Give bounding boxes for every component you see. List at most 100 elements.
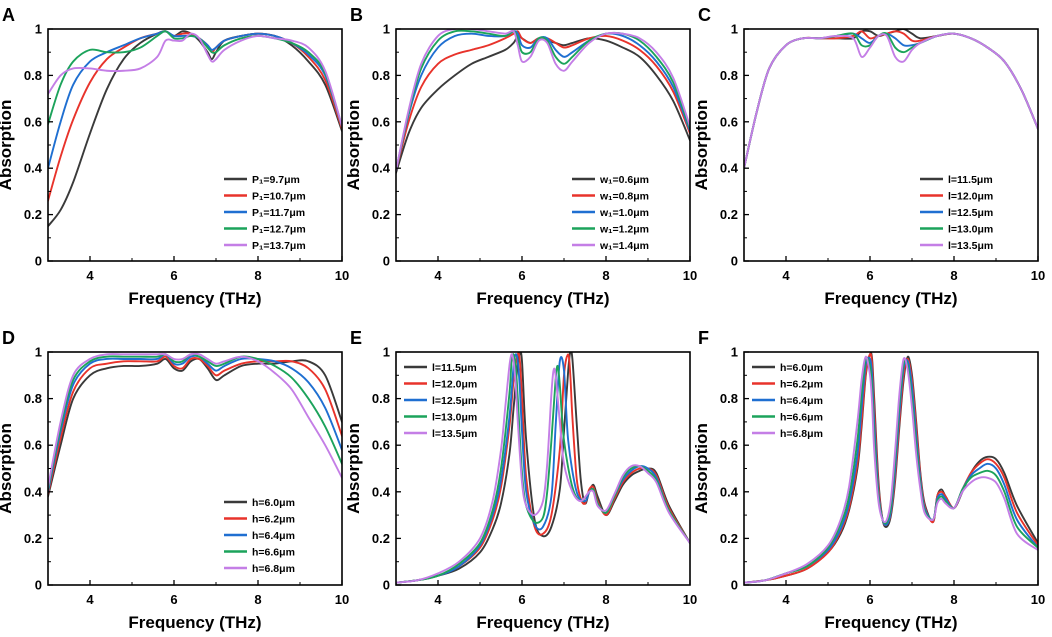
panel-f-legend-label-1: h=6.0μm [780, 362, 823, 374]
panel-e-legend-label-5: l=13.5μm [432, 428, 477, 440]
panel-e-series-line-4 [396, 353, 690, 584]
panel-b-y-tick-5: 1 [383, 22, 390, 37]
panel-f-x-axis-title: Frequency (THz) [824, 613, 957, 632]
panel-f-y-tick-2: 0.4 [720, 484, 739, 499]
panel-a-x-tick-8: 8 [254, 268, 261, 283]
panel-c-x-axis-title: Frequency (THz) [824, 289, 957, 308]
panel-b-legend-label-2: w₁=0.8μm [599, 190, 649, 202]
panel-f-series-line-3 [744, 356, 1038, 584]
panel-a-series [48, 30, 342, 228]
panel-b-series-line-3 [396, 30, 690, 172]
panel-c-legend-label-2: l=12.0μm [948, 190, 993, 202]
panel-f-legend-label-2: h=6.2μm [780, 378, 823, 390]
panel-a-y-axis-title: Absorption [0, 100, 15, 191]
panel-d-x-tick-4: 4 [86, 592, 94, 607]
panel-a-y-tick-1: 0.2 [24, 207, 42, 222]
panel-c-legend-label-1: l=11.5μm [948, 174, 993, 186]
panel-b-x-axis-title: Frequency (THz) [476, 289, 609, 308]
panel-e-legend-label-1: l=11.5μm [432, 362, 477, 374]
panel-b-y-tick-2: 0.4 [372, 161, 391, 176]
panel-f-legend-label-4: h=6.6μm [780, 411, 823, 423]
panel-a: A 4 6 8 10 0 0.2 0.4 0.6 0.8 1 Frequency (THz) Absor… [0, 5, 349, 308]
panel-d-legend-label-1: h=6.0μm [252, 497, 295, 509]
panel-f: F 4 6 8 10 0 0.2 0.4 0.6 0.8 1 Frequency (THz) Absor… [692, 328, 1045, 632]
panel-f-y-tick-5: 1 [731, 345, 738, 360]
panel-c-x-tick-4: 4 [782, 268, 790, 283]
panel-b-series-line-2 [396, 30, 690, 172]
panel-f-x-tick-10: 10 [1031, 592, 1045, 607]
panel-e-x-tick-10: 10 [683, 592, 697, 607]
panel-c-x-tick-10: 10 [1031, 268, 1045, 283]
panel-d-legend-label-4: h=6.6μm [252, 546, 295, 558]
panel-a-legend-label-3: P₁=11.7μm [252, 207, 305, 219]
panel-d-y-tick-5: 1 [35, 345, 42, 360]
panel-d-legend: h=6.0μm h=6.2μm h=6.4μm h=6.6μm h=6.8μm [224, 497, 295, 575]
panel-e-x-tick-6: 6 [518, 592, 525, 607]
panel-e-y-tick-1: 0.2 [372, 531, 390, 546]
panel-d-y-tick-1: 0.2 [24, 531, 42, 546]
panel-a-legend-label-5: P₁=13.7μm [252, 240, 306, 252]
panel-f-legend-label-5: h=6.8μm [780, 428, 823, 440]
panel-d-series-line-3 [48, 353, 342, 493]
panel-b-y-tick-0: 0 [383, 254, 390, 269]
panel-c: C 4 6 8 10 0 0.2 0.4 0.6 0.8 1 Frequency (THz) Absor… [692, 5, 1045, 308]
panel-c-y-tick-3: 0.6 [720, 114, 738, 129]
panel-f-x-tick-8: 8 [950, 592, 957, 607]
panel-f-y-tick-3: 0.6 [720, 438, 738, 453]
panel-e-y-axis-title: Absorption [344, 423, 363, 514]
panel-a-series-line-5 [48, 32, 342, 128]
panel-f-series-line-5 [744, 355, 1038, 584]
panel-d-series-line-1 [48, 357, 342, 498]
panel-d-y-tick-4: 0.8 [24, 391, 42, 406]
panel-e-y-tick-4: 0.8 [372, 391, 390, 406]
panel-e-y-tick-5: 1 [383, 345, 390, 360]
panel-e-x-axis-title: Frequency (THz) [476, 613, 609, 632]
panel-d-series-line-2 [48, 355, 342, 496]
panel-a-y-tick-3: 0.6 [24, 114, 42, 129]
panel-e-y-tick-3: 0.6 [372, 438, 390, 453]
panel-b-x-tick-6: 6 [518, 268, 525, 283]
panel-a-y-tick-2: 0.4 [24, 161, 43, 176]
panel-e-series-line-5 [396, 353, 690, 584]
panel-d-y-tick-0: 0 [35, 578, 42, 593]
panel-e-series-line-2 [396, 352, 690, 584]
panel-c-y-tick-2: 0.4 [720, 161, 739, 176]
panel-b: B 4 6 8 10 0 0.2 0.4 0.6 0.8 1 Frequency (THz) Absor… [344, 5, 697, 308]
panel-a-letter: A [2, 5, 15, 25]
panel-a-legend-label-4: P₁=12.7μm [252, 223, 306, 235]
panel-a-x-tick-4: 4 [86, 268, 94, 283]
panel-b-legend-label-3: w₁=1.0μm [599, 207, 649, 219]
panel-b-legend-label-4: w₁=1.2μm [599, 223, 649, 235]
panel-b-legend-label-1: w₁=0.6μm [599, 174, 649, 186]
panel-f-legend: h=6.0μm h=6.2μm h=6.4μm h=6.6μm h=6.8μm [752, 362, 823, 440]
panel-f-x-tick-6: 6 [866, 592, 873, 607]
panel-c-legend-label-4: l=13.0μm [948, 223, 993, 235]
panel-d-y-axis-title: Absorption [0, 423, 15, 514]
panel-c-series-line-4 [744, 32, 1038, 170]
panel-e-y-tick-0: 0 [383, 578, 390, 593]
panel-d: D 4 6 8 10 0 0.2 0.4 0.6 0.8 1 Frequency (THz) Absor… [0, 328, 349, 632]
panel-d-x-tick-8: 8 [254, 592, 261, 607]
panel-d-series [48, 352, 342, 498]
panel-a-y-tick-5: 1 [35, 22, 42, 37]
panel-d-series-line-5 [48, 352, 342, 489]
panel-c-x-tick-6: 6 [866, 268, 873, 283]
panel-c-series [744, 29, 1038, 170]
panel-e-x-tick-4: 4 [434, 592, 442, 607]
panel-d-legend-label-2: h=6.2μm [252, 513, 295, 525]
panel-b-x-tick-4: 4 [434, 268, 442, 283]
panel-a-legend-label-2: P₁=10.7μm [252, 190, 306, 202]
panel-b-legend: w₁=0.6μm w₁=0.8μm w₁=1.0μm w₁=1.2μm w₁=1.4μm [572, 174, 649, 252]
panel-b-y-tick-4: 0.8 [372, 68, 390, 83]
panel-d-plot-frame [47, 351, 343, 586]
panel-e-legend: l=11.5μm l=12.0μm l=12.5μm l=13.0μm l=13.5μm [404, 362, 477, 440]
panel-f-series-line-4 [744, 356, 1038, 584]
panel-c-series-line-5 [744, 32, 1038, 170]
panel-c-legend: l=11.5μm l=12.0μm l=12.5μm l=13.0μm l=13.5μm [920, 174, 993, 252]
panel-d-legend-label-5: h=6.8μm [252, 563, 295, 575]
panel-c-plot-frame [743, 28, 1039, 262]
panel-d-x-tick-10: 10 [335, 592, 349, 607]
panel-b-y-axis-title: Absorption [344, 100, 363, 191]
panel-c-x-tick-8: 8 [950, 268, 957, 283]
